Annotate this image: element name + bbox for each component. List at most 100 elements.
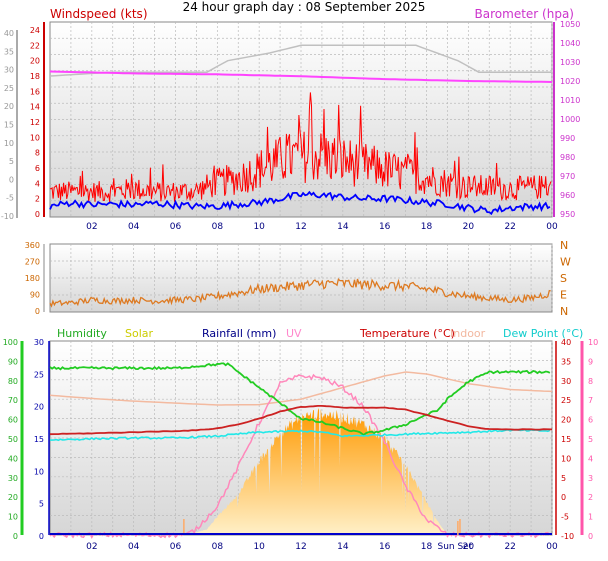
outer-left-tick: 0 (9, 175, 14, 184)
page-title: 24 hour graph day : 08 September 2025 (182, 0, 426, 14)
outer-left-tick: 25 (4, 84, 14, 93)
wind-axis-tick: 12 (30, 118, 40, 127)
compass-tick: W (560, 256, 571, 269)
temperature-tick: 35 (561, 357, 571, 366)
temperature-line (49, 404, 553, 436)
baro-axis-tick: 990 (560, 134, 575, 143)
baro-axis-tick: 1030 (560, 58, 580, 67)
legend-solar: Solar (125, 327, 154, 340)
uv-tick: 3 (588, 474, 593, 483)
uv-tick: 0 (588, 532, 593, 541)
direction-tick: 360 (25, 241, 40, 250)
gust-line (49, 92, 552, 203)
sunset-label: Sun Set (437, 542, 472, 552)
x-tick-label: 02 (86, 542, 97, 552)
outer-left-tick: -5 (6, 194, 14, 203)
compass-tick: N (560, 305, 568, 318)
direction-tick: 270 (25, 258, 40, 267)
humidity-tick: 80 (8, 377, 18, 386)
baro-axis-tick: 960 (560, 191, 575, 200)
legend-humidity: Humidity (57, 327, 107, 340)
wind-axis-tick: 18 (30, 72, 40, 81)
trend-line (49, 44, 552, 77)
legend-rainfall: Rainfall (mm) (202, 327, 277, 340)
wind-axis-tick: 16 (30, 87, 40, 96)
rainfall-tick: 5 (39, 500, 44, 509)
humidity-tick: 50 (8, 435, 18, 444)
x-tick-label: 08 (212, 222, 224, 232)
wind-axis-tick: 8 (35, 149, 40, 158)
windspeed-label: Windspeed (kts) (50, 7, 148, 21)
x-tick-label: 20 (463, 222, 475, 232)
wind-axis-tick: 10 (30, 133, 40, 142)
temperature-tick: -5 (561, 513, 569, 522)
baro-axis-tick: 1000 (560, 115, 580, 124)
x-tick-label: 00 (546, 542, 558, 552)
baro-axis-tick: 970 (560, 172, 575, 181)
baro-axis-tick: 1050 (560, 20, 580, 29)
dewpoint-line (50, 428, 551, 442)
x-tick-label: 16 (379, 542, 391, 552)
outer-left-tick: 40 (4, 29, 14, 38)
direction-line (49, 277, 551, 308)
legend-uv: UV (286, 327, 302, 340)
humidity-tick: 40 (8, 454, 18, 463)
direction-tick: 180 (25, 274, 40, 283)
x-tick-label: 18 (421, 222, 433, 232)
humidity-tick: 90 (8, 357, 18, 366)
solar-area (186, 408, 448, 535)
average-wind-line (49, 190, 551, 216)
humidity-tick: 100 (3, 338, 18, 347)
humidity-tick: 70 (8, 396, 18, 405)
uv-tick: 9 (588, 357, 593, 366)
wind-axis-tick: 22 (30, 41, 40, 50)
barometer-line (49, 70, 553, 83)
outer-left-tick: 10 (4, 139, 14, 148)
outer-left-tick: -10 (1, 212, 14, 221)
x-tick-label: 12 (295, 542, 306, 552)
temperature-tick: -10 (561, 532, 574, 541)
x-tick-label: 06 (170, 222, 182, 232)
uv-tick: 1 (588, 513, 593, 522)
temperature-tick: 20 (561, 416, 571, 425)
uv-tick: 2 (588, 493, 593, 502)
uv-tick: 7 (588, 396, 593, 405)
temperature-tick: 25 (561, 396, 571, 405)
baro-axis-tick: 1040 (560, 39, 580, 48)
humidity-tick: 20 (8, 493, 18, 502)
humidity-tick: 0 (13, 532, 18, 541)
wind-axis-tick: 2 (35, 195, 40, 204)
uv-tick: 5 (588, 435, 593, 444)
x-tick-label: 22 (504, 542, 515, 552)
humidity-tick: 30 (8, 474, 18, 483)
temperature-tick: 15 (561, 435, 571, 444)
x-tick-label: 18 (421, 542, 433, 552)
outer-left-tick: 15 (4, 121, 14, 130)
rainfall-tick: 30 (34, 338, 44, 347)
uv-tick: 6 (588, 416, 593, 425)
rainfall-tick: 20 (34, 403, 44, 412)
outer-left-tick: 35 (4, 47, 14, 56)
x-tick-label: 04 (128, 222, 140, 232)
compass-tick: N (560, 239, 568, 252)
humidity-tick: 10 (8, 513, 18, 522)
humidity-line (49, 362, 551, 437)
temperature-tick: 30 (561, 377, 571, 386)
x-tick-label: 14 (337, 222, 349, 232)
temperature-tick: 40 (561, 338, 571, 347)
rainfall-tick: 25 (34, 370, 44, 379)
x-tick-label: 06 (170, 542, 182, 552)
x-tick-label: 08 (212, 542, 224, 552)
barometer-label: Barometer (hpa) (474, 7, 574, 21)
wind-axis-tick: 0 (35, 210, 40, 219)
temperature-tick: 10 (561, 454, 571, 463)
wind-axis-tick: 4 (35, 179, 40, 188)
temperature-tick: 0 (561, 493, 566, 502)
x-tick-label: 10 (253, 222, 265, 232)
x-tick-label: 12 (295, 222, 306, 232)
direction-tick: 90 (30, 291, 40, 300)
baro-axis-tick: 950 (560, 210, 575, 219)
indoor-line (49, 371, 553, 406)
